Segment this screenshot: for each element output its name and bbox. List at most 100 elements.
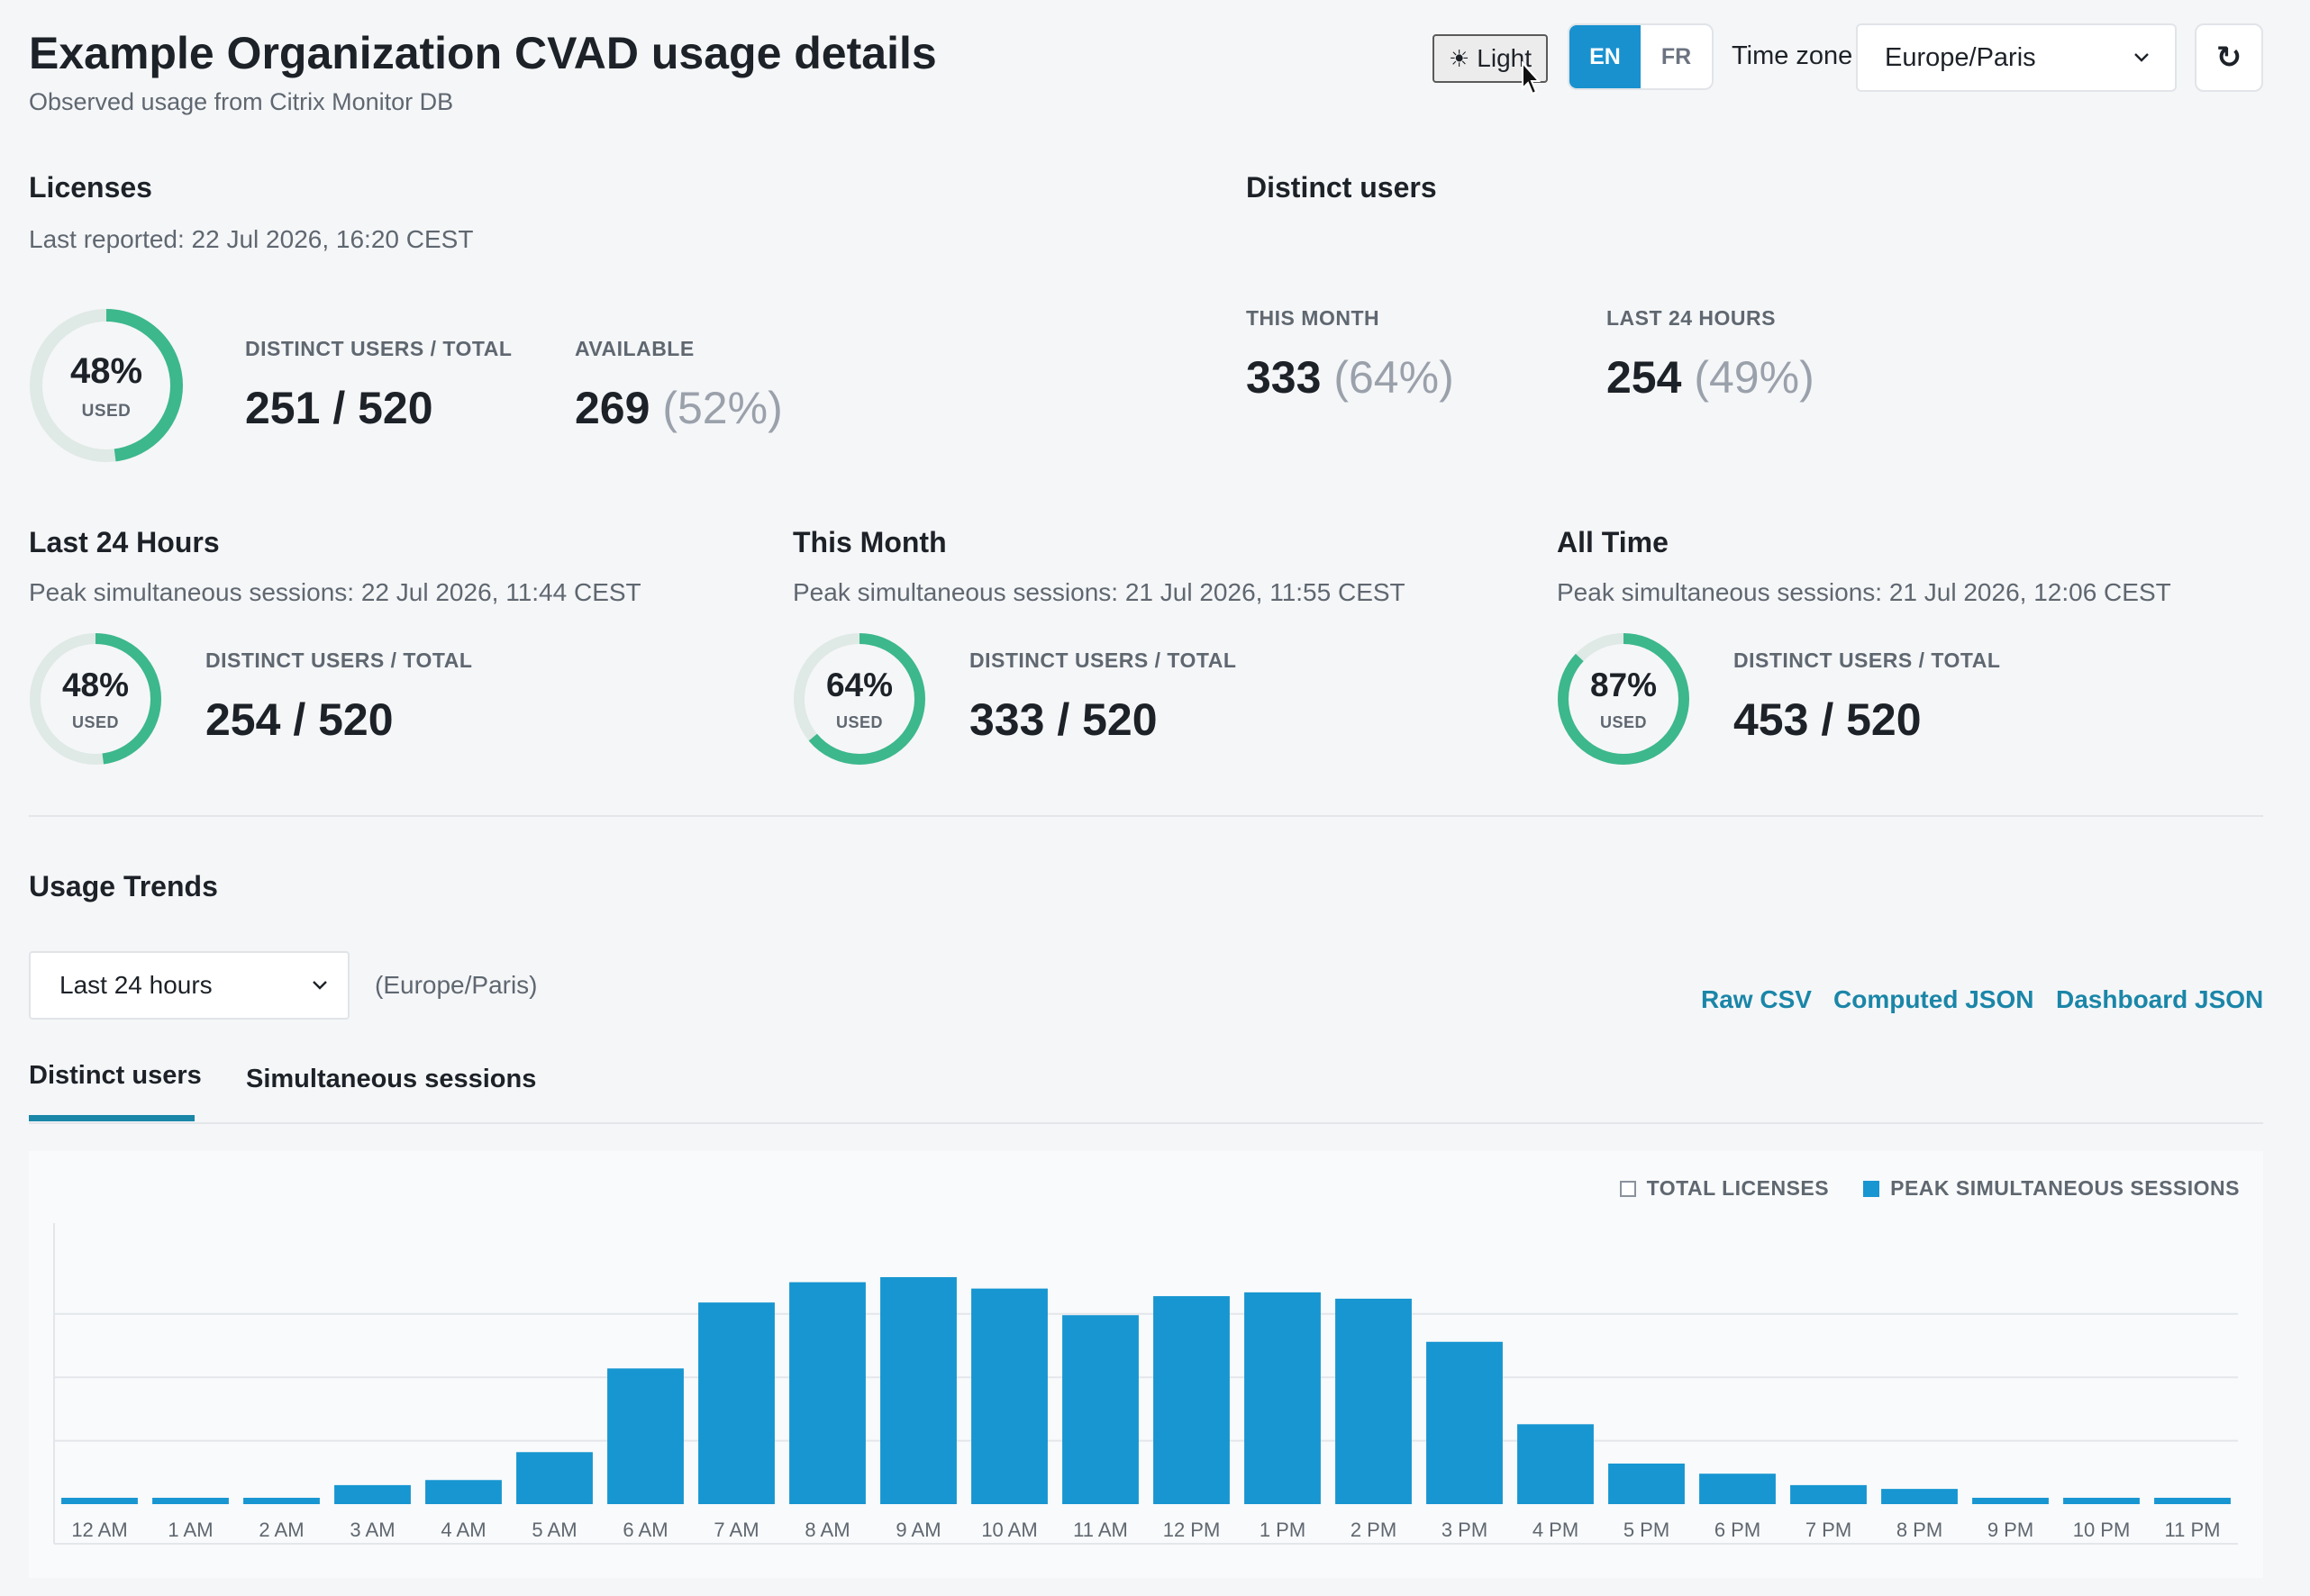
lang-en-button[interactable]: EN [1569, 25, 1641, 88]
period-distinct-label: DISTINCT USERS / TOTAL [969, 648, 1237, 672]
distinct-this-month-percent: (64%) [1333, 352, 1454, 403]
distinct-last24: 254 (49%) [1606, 351, 1814, 404]
chart-x-tick-label: 8 AM [805, 1519, 850, 1541]
chart-bar [2063, 1497, 2140, 1504]
lang-fr-button[interactable]: FR [1660, 43, 1692, 69]
chart-bar [243, 1497, 320, 1504]
language-switcher: EN FR [1568, 23, 1714, 90]
chart-x-tick-label: 7 AM [714, 1519, 759, 1541]
chevron-down-icon [313, 981, 327, 990]
chart-bar [789, 1282, 866, 1504]
period-peak: Peak simultaneous sessions: 21 Jul 2026,… [793, 578, 1405, 606]
chart-bar [1790, 1484, 1867, 1504]
chart-bar [971, 1288, 1048, 1504]
chart-bar [2154, 1497, 2231, 1504]
refresh-button[interactable]: ↻ [2195, 23, 2263, 92]
tabs-baseline [29, 1122, 2263, 1124]
active-tab-indicator [29, 1115, 195, 1121]
section-divider [29, 815, 2263, 817]
raw-csv-link[interactable]: Raw CSV [1701, 985, 1812, 1013]
legend-item-total-licenses[interactable]: TOTAL LICENSES [1619, 1176, 1830, 1201]
period-donut-percent: 48% [61, 667, 130, 703]
chart-x-tick-label: 11 PM [2165, 1519, 2221, 1541]
tab-simultaneous-sessions[interactable]: Simultaneous sessions [246, 1065, 537, 1093]
chart-bar [334, 1484, 411, 1504]
legend-swatch-peak-sessions [1863, 1180, 1880, 1197]
chart-x-tick-label: 5 AM [532, 1519, 577, 1541]
chart-x-tick-label: 12 PM [1163, 1519, 1221, 1541]
chart-x-tick-label: 3 AM [350, 1519, 395, 1541]
time-range-value: Last 24 hours [59, 971, 213, 999]
legend-label: PEAK SIMULTANEOUS SESSIONS [1890, 1176, 2240, 1200]
distinct-this-month: 333 (64%) [1246, 351, 1454, 404]
licenses-title: Licenses [29, 171, 152, 204]
chart-bar [1153, 1296, 1230, 1504]
computed-json-link[interactable]: Computed JSON [1833, 985, 2034, 1013]
refresh-icon: ↻ [2215, 41, 2242, 75]
period-donut-used-label: USED [71, 713, 119, 731]
chart-x-tick-label: 1 PM [1260, 1519, 1305, 1541]
period-donut-used-label: USED [1599, 713, 1647, 731]
period-distinct-label: DISTINCT USERS / TOTAL [1733, 648, 2001, 672]
chart-x-tick-label: 4 PM [1532, 1519, 1578, 1541]
period-peak: Peak simultaneous sessions: 21 Jul 2026,… [1557, 578, 2171, 606]
chart-x-tick-label: 10 AM [981, 1519, 1037, 1541]
chart-x-tick-label: 6 PM [1714, 1519, 1760, 1541]
tab-distinct-users[interactable]: Distinct users [29, 1061, 202, 1090]
chart-bar [1972, 1497, 2049, 1504]
chart-bar [607, 1368, 684, 1504]
chart-x-tick-label: 7 PM [1805, 1519, 1851, 1541]
theme-toggle-button[interactable]: ☀ Light [1432, 34, 1548, 83]
chart-x-tick-label: 5 PM [1623, 1519, 1669, 1541]
chart-bar [516, 1452, 593, 1504]
chart-x-tick-label: 4 AM [441, 1519, 486, 1541]
chart-x-tick-label: 6 AM [623, 1519, 668, 1541]
legend-label: TOTAL LICENSES [1646, 1176, 1830, 1200]
chart-bar [1244, 1292, 1321, 1504]
period-donut-percent: 87% [1589, 667, 1658, 703]
distinct-this-month-value: 333 [1246, 352, 1322, 403]
chart-bar [880, 1276, 957, 1504]
chart-bar [61, 1497, 138, 1504]
chevron-down-icon [2134, 53, 2149, 62]
period-title: This Month [793, 526, 947, 558]
licenses-available-value: 269 [575, 383, 650, 433]
period-usage-donut: 87% USED [1557, 632, 1690, 766]
chart-bar [1426, 1341, 1503, 1504]
chart-x-tick-label: 11 AM [1073, 1519, 1128, 1541]
chart-x-tick-label: 9 PM [1987, 1519, 2033, 1541]
chart-x-tick-label: 2 AM [259, 1519, 304, 1541]
usage-chart-panel: TOTAL LICENSES PEAK SIMULTANEOUS SESSION… [29, 1151, 2263, 1578]
period-distinct-value: 333 / 520 [969, 694, 1158, 745]
chart-bar [1881, 1489, 1958, 1504]
chart-x-tick-label: 9 AM [896, 1519, 941, 1541]
legend-item-peak-sessions[interactable]: PEAK SIMULTANEOUS SESSIONS [1863, 1176, 2240, 1201]
period-distinct-value: 254 / 520 [205, 694, 394, 745]
licenses-donut-used-label: USED [81, 402, 132, 421]
period-usage-donut: 48% USED [29, 632, 162, 766]
usage-bar-chart: 12 AM 1 AM 2 AM 3 AM 4 AM 5 AM 6 AM 7 AM 8 AM 9 A… [53, 1223, 2238, 1545]
legend-swatch-total-licenses [1619, 1180, 1636, 1197]
chart-x-tick-label: 8 PM [1896, 1519, 1942, 1541]
distinct-last24-label: LAST 24 HOURS [1606, 306, 1776, 330]
mouse-cursor-icon [1522, 61, 1541, 95]
period-usage-donut: 64% USED [793, 632, 926, 766]
period-peak: Peak simultaneous sessions: 22 Jul 2026,… [29, 578, 641, 606]
usage-trends-title: Usage Trends [29, 870, 218, 902]
chart-x-tick-label: 3 PM [1441, 1519, 1487, 1541]
chart-bar [1335, 1298, 1412, 1504]
licenses-available-percent: (52%) [662, 383, 783, 433]
timezone-select[interactable]: Europe/Paris [1856, 23, 2177, 92]
chart-x-tick-label: 1 AM [168, 1519, 213, 1541]
dashboard-json-link[interactable]: Dashboard JSON [2056, 985, 2264, 1013]
period-title: Last 24 Hours [29, 526, 220, 558]
period-donut-percent: 64% [825, 667, 894, 703]
chart-x-tick-label: 2 PM [1351, 1519, 1396, 1541]
distinct-users-title: Distinct users [1246, 171, 1437, 204]
period-distinct-label: DISTINCT USERS / TOTAL [205, 648, 473, 672]
period-distinct-value: 453 / 520 [1733, 694, 1922, 745]
licenses-donut-percent: 48% [69, 351, 143, 391]
sun-icon: ☀ [1448, 44, 1470, 72]
time-range-select[interactable]: Last 24 hours [29, 951, 350, 1020]
period-title: All Time [1557, 526, 1669, 558]
